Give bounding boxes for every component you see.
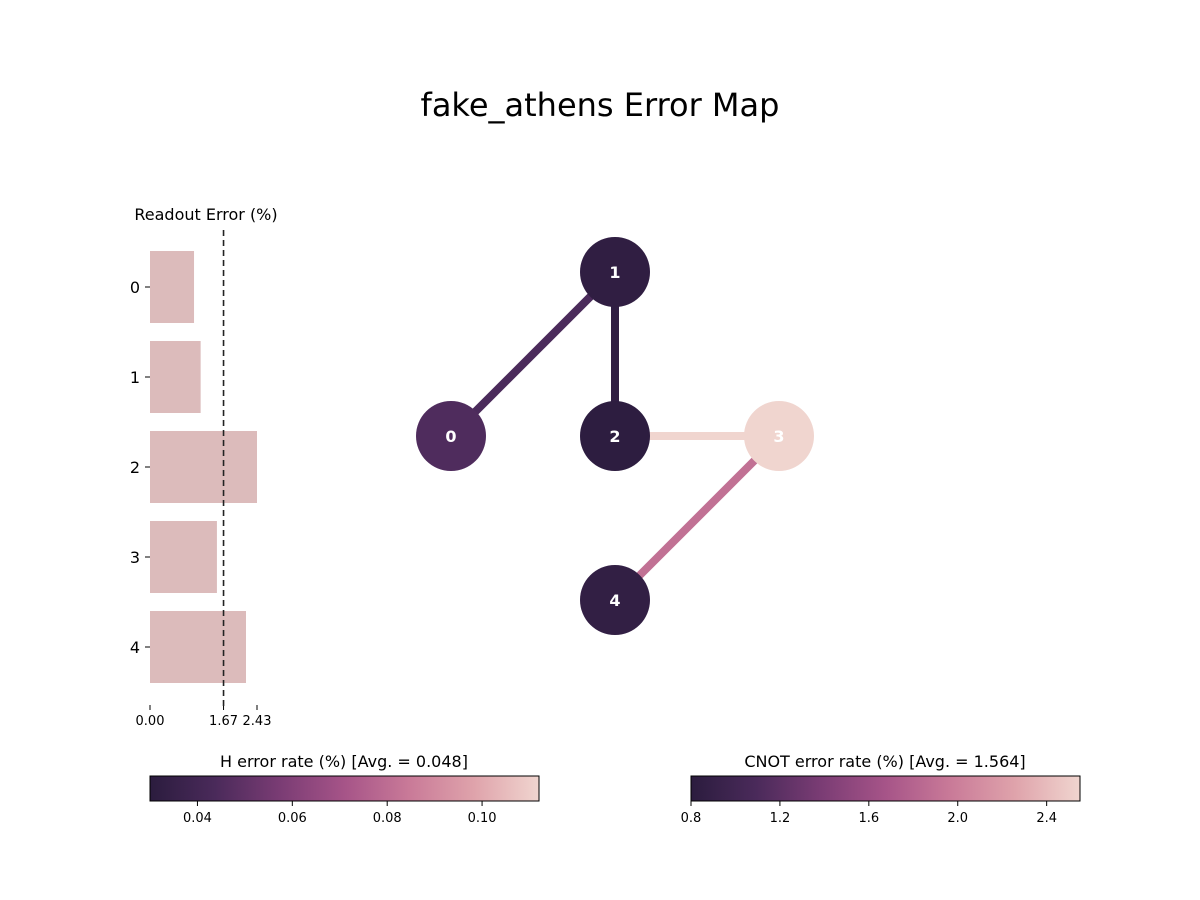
cnot-colorbar-label: CNOT error rate (%) [Avg. = 1.564]: [744, 752, 1025, 771]
cnot-error-colorbar: CNOT error rate (%) [Avg. = 1.564] 0.8 1.…: [681, 752, 1081, 826]
coupling-map: 0 1 2 3 4: [416, 237, 814, 635]
readout-bars: [150, 251, 257, 683]
y-tick-label: 4: [130, 638, 140, 657]
x-tick-label: 2.43: [243, 714, 272, 729]
cnot-colorbar-gradient: [690, 775, 1081, 802]
readout-error-chart: Readout Error (%) 0 1 2 3 4 0.00 1.67 2.43: [130, 205, 278, 729]
h-colorbar-gradient: [149, 775, 540, 802]
qubit-label: 1: [609, 263, 620, 282]
colorbar-tick-label: 1.2: [770, 811, 791, 826]
cnot-colorbar-ticks: 0.8 1.2 1.6 2.0 2.4: [681, 801, 1057, 826]
colorbar-tick-label: 0.8: [681, 811, 702, 826]
colorbar-tick-label: 0.08: [373, 811, 402, 826]
readout-bar: [150, 521, 217, 593]
readout-y-tick-labels: 0 1 2 3 4: [130, 278, 150, 657]
h-error-colorbar: H error rate (%) [Avg. = 0.048] 0.04 0.06…: [149, 752, 540, 826]
colorbar-tick-label: 0.06: [278, 811, 307, 826]
qubit-label: 3: [773, 427, 784, 446]
qubit-label: 0: [445, 427, 456, 446]
y-tick-label: 0: [130, 278, 140, 297]
qubit-node: [416, 401, 486, 471]
coupling-edge: [612, 433, 782, 603]
qubit-node: [580, 401, 650, 471]
readout-chart-title: Readout Error (%): [134, 205, 277, 224]
colorbar-tick-label: 0.04: [183, 811, 212, 826]
readout-bar: [150, 251, 195, 323]
colorbar-tick-label: 1.6: [858, 811, 879, 826]
h-colorbar-ticks: 0.04 0.06 0.08 0.10: [183, 801, 497, 826]
y-tick-label: 3: [130, 548, 140, 567]
colorbar-tick-label: 0.10: [468, 811, 497, 826]
h-colorbar-label: H error rate (%) [Avg. = 0.048]: [220, 752, 468, 771]
qubit-node: [744, 401, 814, 471]
readout-x-ticks: 0.00 1.67 2.43: [136, 705, 272, 729]
colorbar-tick-label: 2.4: [1036, 811, 1057, 826]
readout-bar: [150, 611, 246, 683]
x-tick-label: 0.00: [136, 714, 165, 729]
qubit-node: [580, 565, 650, 635]
y-tick-label: 1: [130, 368, 140, 387]
x-tick-label: 1.67: [209, 714, 238, 729]
y-tick-label: 2: [130, 458, 140, 477]
coupling-edge: [448, 269, 618, 439]
qubit-nodes: 0 1 2 3 4: [416, 237, 814, 635]
readout-bar: [150, 341, 201, 413]
qubit-node: [580, 237, 650, 307]
qubit-label: 2: [609, 427, 620, 446]
colorbar-tick-label: 2.0: [947, 811, 968, 826]
readout-bar: [150, 431, 257, 503]
figure-title: fake_athens Error Map: [421, 86, 780, 124]
qubit-label: 4: [609, 591, 620, 610]
